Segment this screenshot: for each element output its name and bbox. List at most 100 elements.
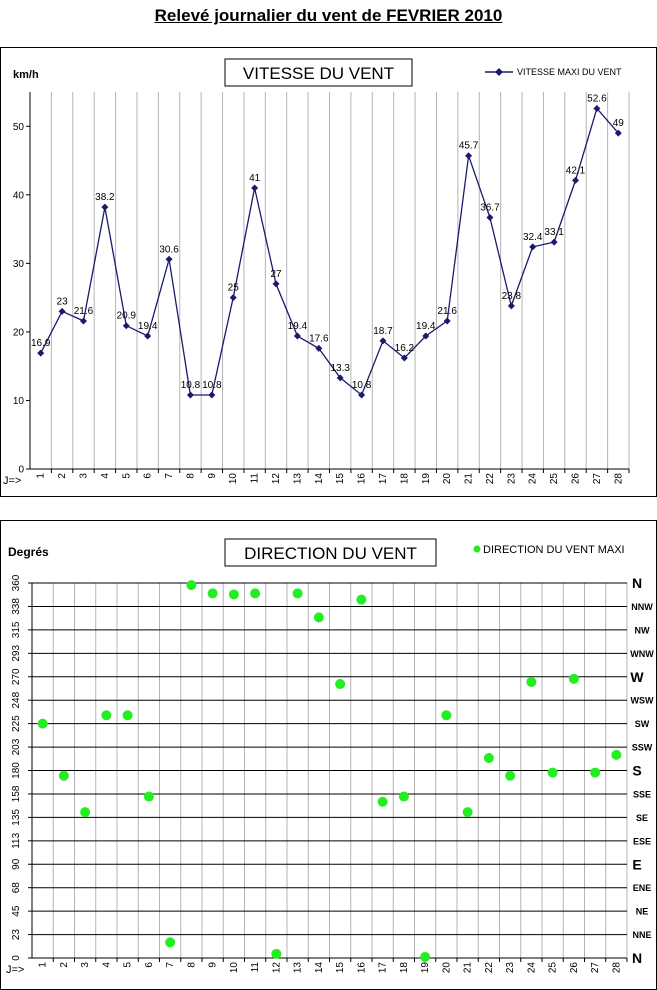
- x-tick-label: 19: [420, 962, 431, 974]
- data-point: [229, 294, 237, 302]
- data-point: [165, 937, 176, 948]
- data-point: [358, 391, 366, 399]
- x-tick-label: 10: [229, 962, 240, 974]
- y-tick-label: 0: [18, 465, 24, 476]
- y-tick-label: 338: [11, 598, 22, 615]
- x-tick-label: 12: [271, 962, 282, 974]
- data-point: [462, 807, 473, 818]
- x-tick-label: 27: [592, 473, 603, 485]
- x-tick-label: 12: [271, 473, 282, 485]
- x-tick-label: 22: [485, 473, 496, 485]
- data-point: [547, 767, 558, 778]
- y-tick-label: 40: [13, 190, 25, 201]
- chart-title: VITESSE DU VENT: [243, 64, 394, 83]
- x-tick-label: 27: [590, 962, 601, 974]
- x-tick-label: 10: [228, 473, 239, 485]
- y-tick-label: 315: [11, 621, 22, 638]
- data-point: [550, 238, 558, 246]
- data-point: [572, 176, 580, 184]
- compass-label: SSW: [632, 743, 653, 753]
- x-tick-label: 4: [101, 962, 112, 968]
- data-label: 38.2: [95, 192, 115, 203]
- x-tick-label: 11: [250, 962, 261, 973]
- y-tick-label: 30: [13, 259, 25, 270]
- y-tick-label: 203: [11, 738, 22, 755]
- x-tick-label: 9: [207, 473, 218, 479]
- chart-title-box: [224, 538, 437, 567]
- compass-label: ENE: [633, 883, 652, 893]
- data-label: 19.4: [288, 321, 308, 332]
- x-tick-label: 16: [356, 962, 367, 974]
- data-point: [422, 332, 430, 340]
- x-tick-label: 15: [335, 473, 346, 485]
- data-label: 16.2: [395, 343, 415, 354]
- data-label: 49: [613, 118, 625, 129]
- compass-label: NNW: [631, 602, 653, 612]
- y-tick-label: 23: [11, 929, 22, 941]
- x-tick-label: 9: [208, 962, 219, 968]
- y-tick-label: 270: [11, 668, 22, 685]
- x-tick-label: 25: [548, 962, 559, 974]
- data-label: 27: [270, 269, 282, 280]
- x-tick-label: 18: [399, 473, 410, 485]
- data-label: 10.8: [181, 380, 201, 391]
- data-point: [208, 391, 216, 399]
- data-point: [400, 354, 408, 362]
- data-label: 17.6: [309, 333, 329, 344]
- data-label: 13.3: [330, 363, 350, 374]
- data-point: [465, 152, 473, 160]
- y-tick-label: 50: [13, 122, 25, 133]
- data-point: [271, 948, 282, 959]
- data-point: [483, 753, 494, 763]
- x-tick-label: 21: [464, 473, 475, 485]
- compass-label: W: [630, 669, 644, 685]
- data-label: 23.8: [502, 291, 522, 302]
- x-tick-label: 15: [335, 962, 346, 974]
- x-axis-marker: J=>: [3, 475, 21, 487]
- data-point: [228, 589, 239, 600]
- x-tick-label: 7: [164, 473, 175, 479]
- direction-chart-panel: 0 23 45 68 90 113 135 158 180 203 225 248 270 293 315 3…: [0, 520, 657, 990]
- x-tick-label: 6: [144, 962, 155, 968]
- x-tick-label: 17: [378, 962, 389, 974]
- y-tick-label: 180: [11, 762, 22, 779]
- data-point: [356, 594, 367, 605]
- data-label: 30.6: [159, 244, 179, 255]
- compass-label: SW: [635, 719, 650, 729]
- data-point: [293, 332, 301, 340]
- compass-label: SE: [636, 813, 648, 823]
- direction-chart: 0234568901131351581802032252482702933153…: [6, 538, 654, 976]
- data-point: [611, 749, 622, 760]
- data-point: [186, 391, 194, 399]
- data-point: [186, 580, 197, 591]
- data-point: [313, 612, 324, 623]
- compass-label: N: [632, 575, 642, 591]
- y-axis-label: km/h: [13, 69, 39, 81]
- data-point: [443, 317, 451, 325]
- data-point: [529, 243, 537, 251]
- x-tick-label: 5: [123, 962, 134, 968]
- data-label: 16.9: [31, 338, 51, 349]
- data-label: 45.7: [459, 141, 479, 152]
- x-tick-label: 18: [399, 962, 410, 974]
- y-tick-label: 158: [11, 785, 22, 802]
- compass-label: WNW: [630, 649, 654, 659]
- legend-marker: [473, 545, 481, 553]
- data-point: [505, 770, 516, 781]
- data-label: 18.7: [373, 326, 393, 337]
- compass-label: ESE: [633, 836, 651, 846]
- y-tick-label: 293: [11, 645, 22, 662]
- x-tick-label: 8: [186, 962, 197, 968]
- x-tick-label: 23: [505, 962, 516, 974]
- x-tick-label: 24: [528, 473, 539, 485]
- data-point: [37, 349, 45, 357]
- data-point: [122, 710, 133, 721]
- data-point: [207, 588, 218, 599]
- data-point: [336, 374, 344, 382]
- data-label: 19.4: [416, 321, 436, 332]
- x-tick-label: 11: [250, 473, 261, 484]
- legend-label: DIRECTION DU VENT MAXI: [483, 544, 625, 556]
- x-tick-label: 1: [38, 962, 49, 968]
- data-label: 19.4: [138, 321, 158, 332]
- x-tick-label: 21: [463, 962, 474, 974]
